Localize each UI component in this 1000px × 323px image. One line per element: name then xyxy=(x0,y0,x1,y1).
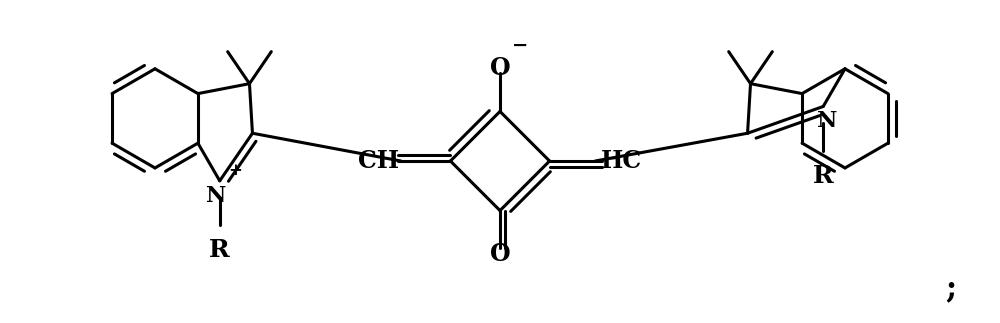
Text: N: N xyxy=(206,185,226,207)
Text: CH: CH xyxy=(358,149,400,173)
Text: O: O xyxy=(490,242,510,266)
Text: −: − xyxy=(512,37,528,55)
Text: R: R xyxy=(813,164,834,188)
Text: R: R xyxy=(209,238,230,262)
Text: N: N xyxy=(817,110,837,132)
Text: +: + xyxy=(229,162,243,179)
Text: HC: HC xyxy=(600,149,642,173)
Text: O: O xyxy=(490,56,510,80)
Text: ;: ; xyxy=(945,273,957,304)
